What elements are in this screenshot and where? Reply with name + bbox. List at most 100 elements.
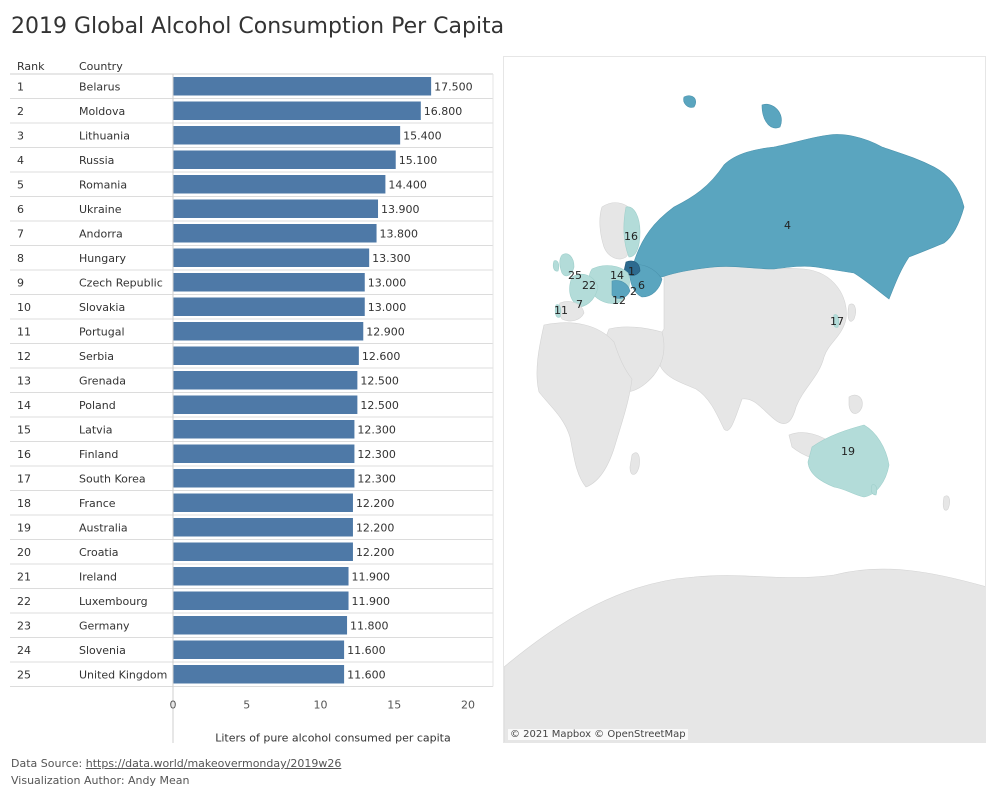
country-cell: Portugal: [79, 325, 125, 338]
country-cell: Hungary: [79, 252, 126, 265]
rank-cell: 10: [17, 301, 31, 314]
value-label: 12.300: [357, 423, 396, 436]
value-label: 11.900: [352, 570, 391, 583]
rank-cell: 7: [17, 227, 24, 240]
country-cell: Germany: [79, 619, 130, 632]
map-label-belarus: 1: [628, 265, 635, 278]
bar: [173, 175, 386, 194]
bar: [173, 518, 353, 537]
footer: Data Source: https://data.world/makeover…: [11, 755, 341, 789]
map-label-moldova: 2: [630, 285, 637, 298]
rank-header: Rank: [17, 60, 45, 73]
data-source-label: Data Source:: [11, 757, 86, 770]
bar: [173, 322, 364, 341]
value-label: 12.300: [357, 472, 396, 485]
country-cell: South Korea: [79, 472, 146, 485]
country-cell: Finland: [79, 448, 118, 461]
bar: [173, 371, 358, 390]
map-label-luxembourg: 22: [582, 279, 596, 292]
map-label-ukraine: 6: [638, 279, 645, 292]
rank-cell: 6: [17, 203, 24, 216]
country-cell: Ireland: [79, 570, 117, 583]
value-label: 12.500: [360, 374, 399, 387]
map-attribution[interactable]: © 2021 Mapbox © OpenStreetMap: [508, 729, 688, 740]
value-label: 15.400: [403, 129, 442, 142]
bar: [173, 567, 349, 586]
map-label-russia: 4: [784, 219, 791, 232]
rank-cell: 1: [17, 80, 24, 93]
value-label: 12.200: [356, 497, 395, 510]
value-label: 16.800: [424, 105, 463, 118]
value-label: 11.600: [347, 668, 386, 681]
country-cell: Slovakia: [79, 301, 125, 314]
value-label: 12.600: [362, 350, 401, 363]
value-label: 13.900: [381, 203, 420, 216]
bar: [173, 665, 345, 684]
bar: [173, 297, 365, 316]
bar: [173, 77, 432, 96]
value-label: 12.900: [366, 325, 405, 338]
value-label: 12.200: [356, 546, 395, 559]
country-cell: Serbia: [79, 350, 114, 363]
data-source-link[interactable]: https://data.world/makeovermonday/2019w2…: [85, 757, 342, 770]
rank-cell: 18: [17, 497, 31, 510]
map-label-finland: 16: [624, 230, 638, 243]
country-cell: Moldova: [79, 105, 125, 118]
value-label: 12.300: [357, 448, 396, 461]
country-header: Country: [79, 60, 123, 73]
x-tick-label: 20: [461, 699, 475, 712]
rank-cell: 20: [17, 546, 31, 559]
x-axis-label: Liters of pure alcohol consumed per capi…: [215, 732, 451, 745]
bar: [173, 199, 379, 218]
map-label-uk: 25: [568, 269, 582, 282]
x-tick-label: 15: [387, 699, 401, 712]
rank-cell: 15: [17, 423, 31, 436]
country-cell: Australia: [79, 521, 128, 534]
world-map[interactable]: 4 16 25 14 1 22 6 2 12 7 11 17 19 © 2021…: [503, 56, 986, 743]
value-label: 13.000: [368, 301, 407, 314]
rank-cell: 19: [17, 521, 31, 534]
map-svg: 4 16 25 14 1 22 6 2 12 7 11 17 19: [504, 57, 985, 742]
value-label: 12.200: [356, 521, 395, 534]
map-label-south-korea: 17: [830, 315, 844, 328]
rank-cell: 4: [17, 154, 24, 167]
country-cell: Grenada: [79, 374, 126, 387]
country-cell: Lithuania: [79, 129, 130, 142]
value-label: 11.600: [347, 644, 386, 657]
rank-cell: 2: [17, 105, 24, 118]
chart-title: 2019 Global Alcohol Consumption Per Capi…: [11, 14, 505, 39]
map-label-andorra: 7: [576, 298, 583, 311]
x-tick-label: 0: [170, 699, 177, 712]
rank-cell: 8: [17, 252, 24, 265]
bar: [173, 591, 349, 610]
value-label: 12.500: [360, 399, 399, 412]
x-tick-label: 10: [314, 699, 328, 712]
bar: [173, 273, 365, 292]
bar-chart-svg: Rank Country 1 Belarus 17.500 2 Moldova 16.800 3…: [10, 60, 494, 745]
value-label: 14.400: [388, 178, 427, 191]
country-cell: Poland: [79, 399, 116, 412]
value-label: 15.100: [399, 154, 438, 167]
rank-cell: 12: [17, 350, 31, 363]
bar: [173, 640, 345, 659]
rank-cell: 16: [17, 448, 31, 461]
map-label-poland: 14: [610, 269, 624, 282]
country-cell: France: [79, 497, 116, 510]
value-label: 13.800: [380, 227, 419, 240]
country-cell: Croatia: [79, 546, 119, 559]
value-label: 13.000: [368, 276, 407, 289]
bar: [173, 248, 370, 267]
rank-cell: 3: [17, 129, 24, 142]
map-label-australia: 19: [841, 445, 855, 458]
value-label: 13.300: [372, 252, 411, 265]
data-source: Data Source: https://data.world/makeover…: [11, 755, 341, 772]
rank-cell: 5: [17, 178, 24, 191]
bar: [173, 150, 396, 169]
bar: [173, 420, 355, 439]
bar: [173, 346, 359, 365]
map-label-portugal: 11: [554, 304, 568, 317]
bar: [173, 444, 355, 463]
country-cell: Czech Republic: [79, 276, 163, 289]
rank-cell: 17: [17, 472, 31, 485]
value-label: 17.500: [434, 80, 473, 93]
